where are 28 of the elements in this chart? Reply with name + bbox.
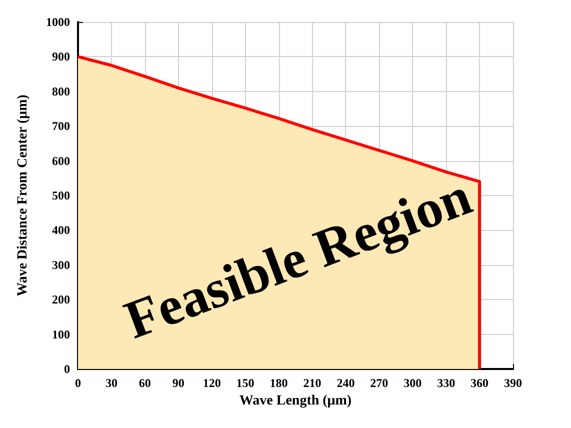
x-axis-title: Wave Length (μm) <box>239 393 352 408</box>
y-tick-label: 100 <box>52 327 70 342</box>
y-tick-label: 800 <box>52 84 70 98</box>
x-tick-label: 180 <box>270 376 288 390</box>
x-tick-label: 330 <box>437 376 456 390</box>
y-tick-label: 300 <box>52 258 70 272</box>
x-tick-label: 0 <box>75 376 81 390</box>
y-tick-label: 1000 <box>46 15 70 29</box>
y-tick-label: 600 <box>52 154 70 168</box>
y-tick-label: 400 <box>52 223 70 238</box>
x-tick-label: 150 <box>236 376 254 390</box>
x-tick-label: 60 <box>138 376 151 390</box>
x-tick-label: 90 <box>172 376 184 390</box>
x-tick-label: 30 <box>105 376 118 390</box>
x-tick-label: 300 <box>404 376 422 390</box>
y-tick-label: 900 <box>52 50 70 64</box>
x-tick-label: 240 <box>336 376 355 390</box>
y-tick-label: 200 <box>52 292 70 307</box>
x-tick-label: 210 <box>303 376 322 390</box>
y-tick-label: 700 <box>52 119 70 134</box>
y-axis-title: Wave Distance From Center (μm) <box>16 94 30 296</box>
x-tick-label: 390 <box>504 376 522 390</box>
y-tick-label: 500 <box>52 188 70 202</box>
x-tick-label: 270 <box>370 376 388 390</box>
x-tick-label: 360 <box>470 376 489 390</box>
y-tick-label: 0 <box>64 362 70 376</box>
x-tick-label: 120 <box>202 376 221 390</box>
annotation: Feasible Region <box>116 166 480 350</box>
